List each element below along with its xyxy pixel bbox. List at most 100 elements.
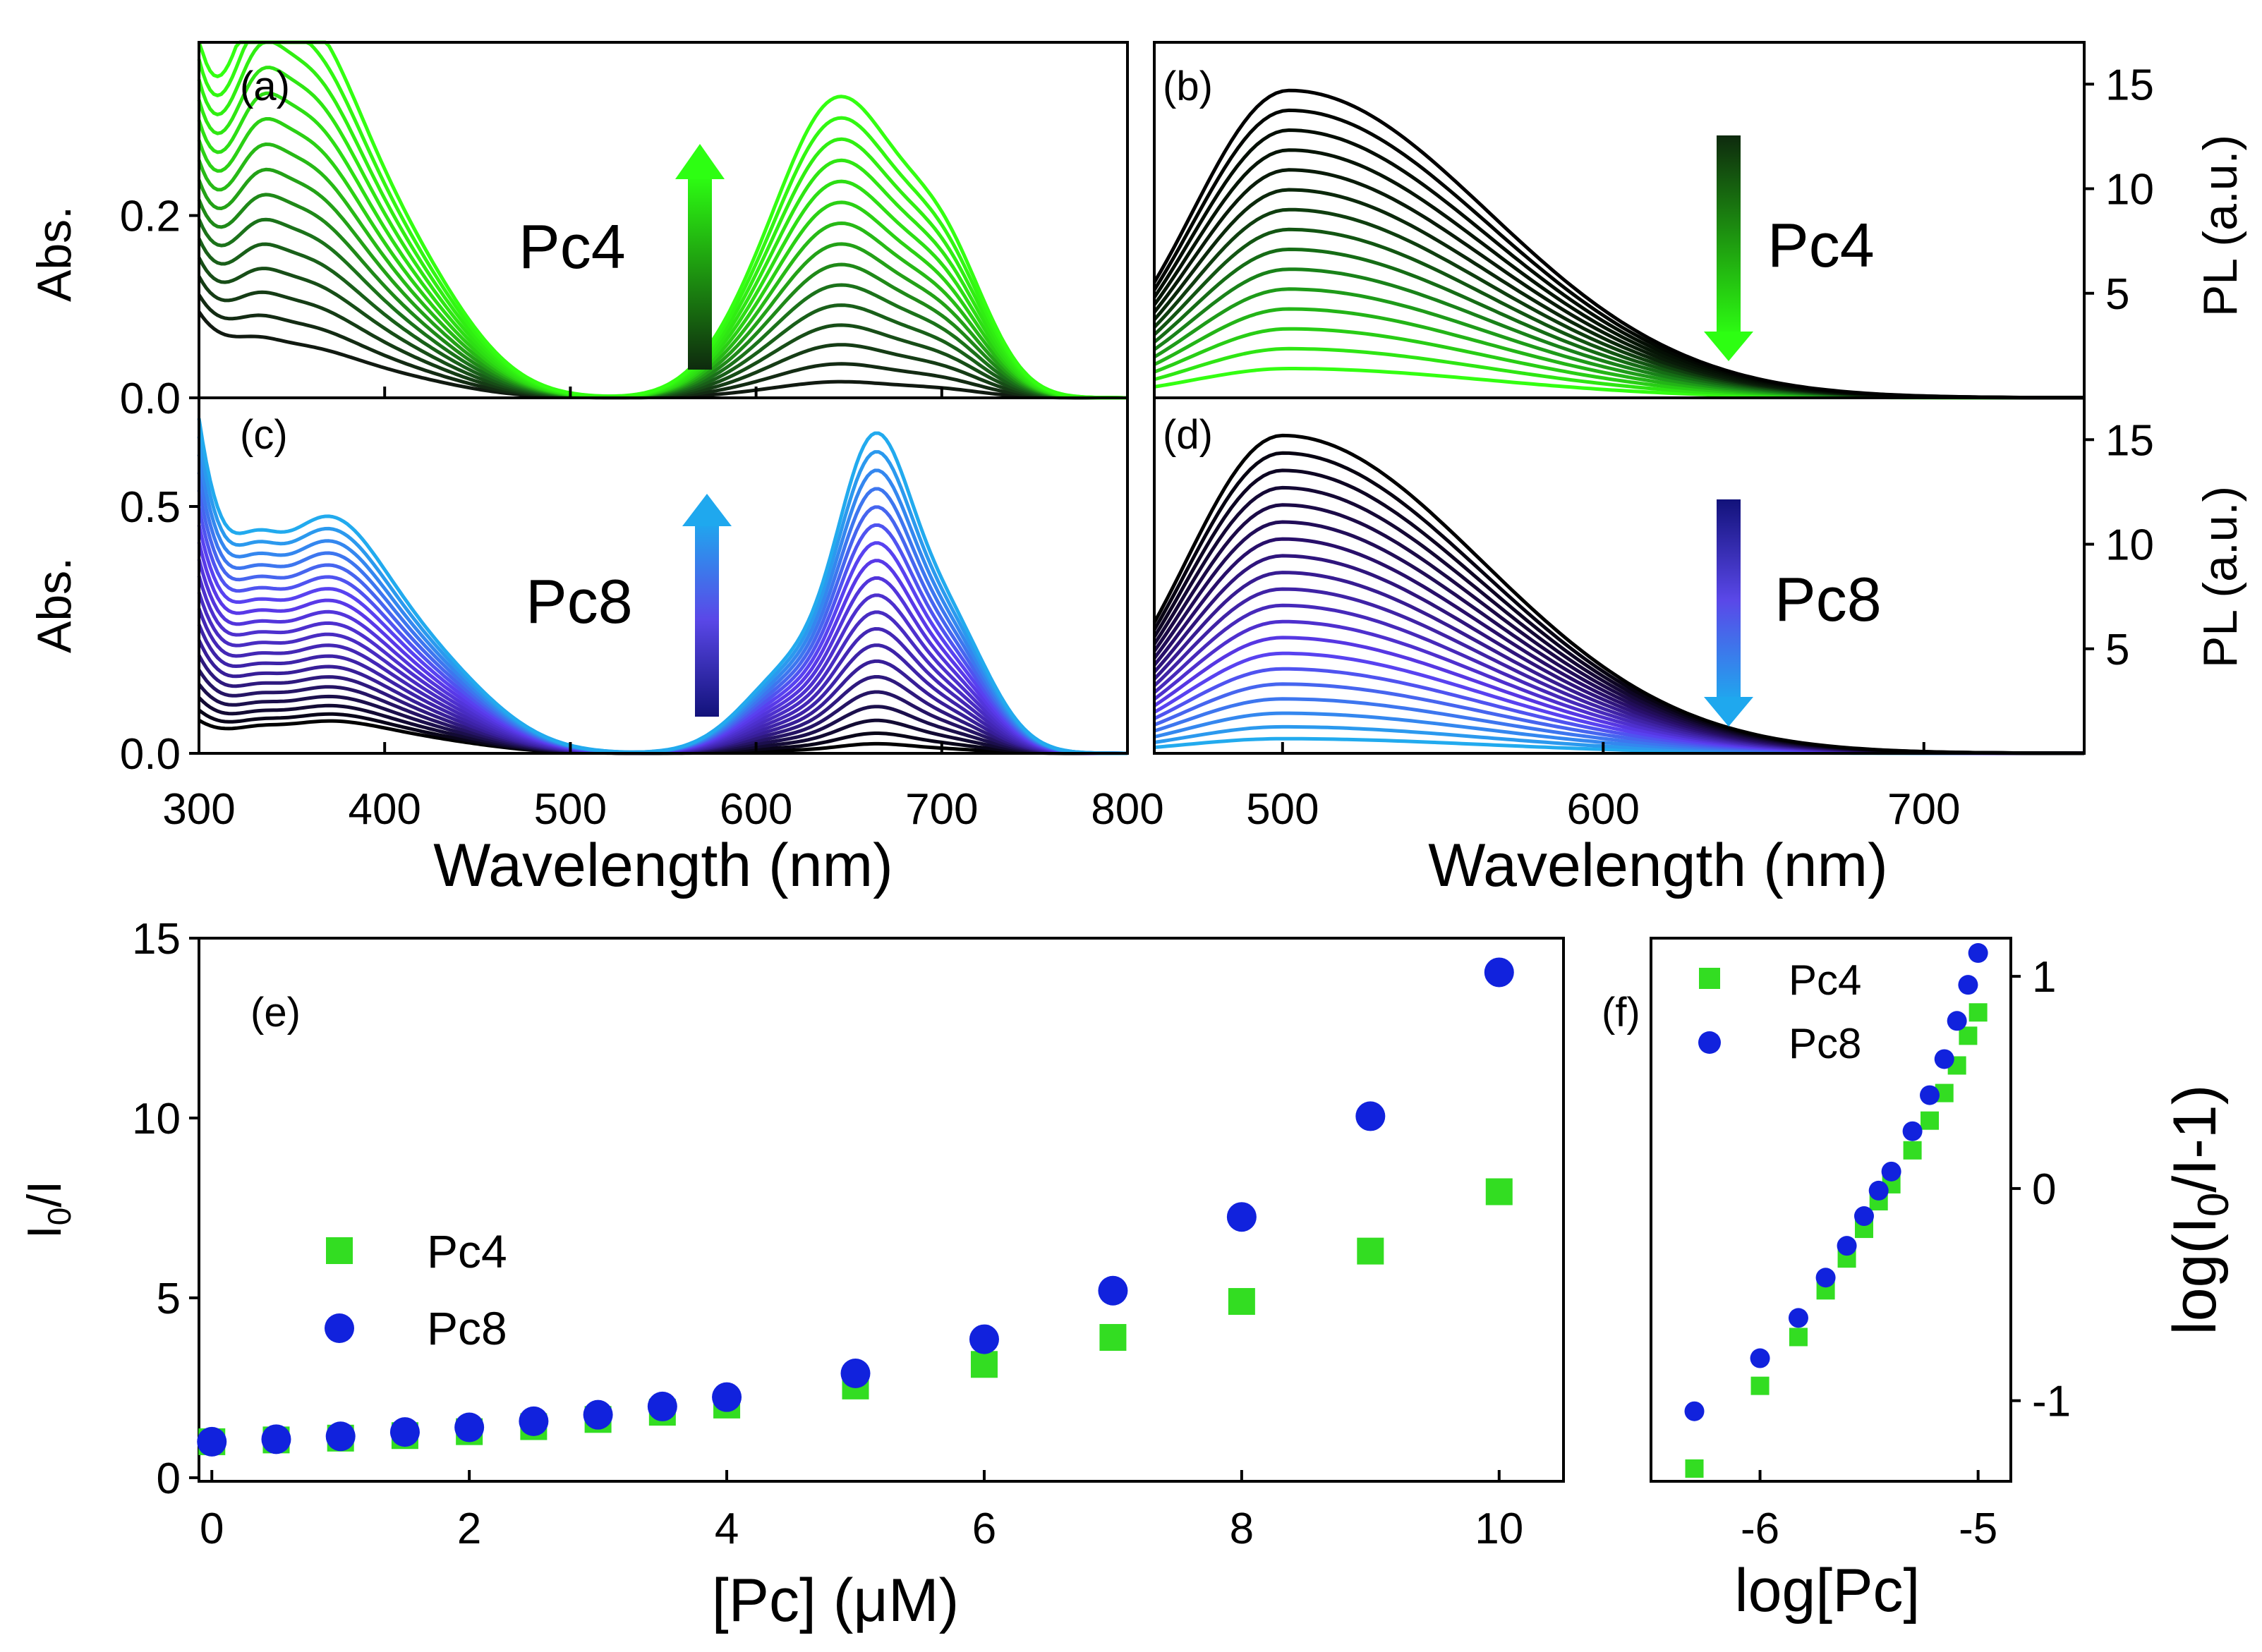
panel-a-up-arrow	[675, 144, 725, 370]
panel-d-curve-19	[1152, 451, 2084, 755]
panel-e-pc4-point-10	[970, 1351, 998, 1378]
legend-pc4-label: Pc4	[427, 1225, 507, 1277]
panel-b-ytick-label-1: 10	[2105, 166, 2154, 214]
panel-c-xtick-label-4: 700	[905, 785, 978, 834]
panel-f-pc8-point-7	[1881, 1161, 1901, 1182]
panel-f-log-plot: -6 -5 -1 0 1 (f) Pc4 Pc8 log[Pc] log(I0/I-1)	[1602, 937, 2238, 1624]
panel-c-label: (c)	[240, 412, 288, 458]
panel-e-pc8-point-8	[712, 1382, 742, 1412]
panel-e-ytick-label-3: 15	[132, 915, 181, 964]
panel-e-xtick-label-2: 4	[715, 1505, 739, 1553]
panel-a-absorbance-pc4: 0.0 0.2 (a) Pc4 Abs.	[28, 40, 1129, 423]
panel-d-xtick-label-2: 700	[1887, 785, 1960, 834]
panel-b-curve-1	[1154, 367, 2084, 400]
panel-e-quenching-ratio: 0 2 4 6 8 10 0 5 10 15 (e) Pc4 Pc8 I0/I [Pc] (μM)	[18, 915, 1565, 1634]
panel-e-ytick-label-2: 10	[132, 1095, 181, 1143]
panel-d-ticks: 500 600 700 5 10 15	[1246, 416, 2154, 834]
legend-pc8-marker	[325, 1313, 354, 1343]
panel-f-pc8-point-0	[1684, 1401, 1705, 1421]
legend-pc4-marker	[326, 1237, 353, 1264]
panel-e-pc8-point-10	[969, 1324, 999, 1354]
panel-e-xtick-label-5: 10	[1475, 1505, 1523, 1553]
panel-a-ytick-label-1: 0.2	[120, 193, 181, 241]
panel-e-pc8-point-1	[261, 1424, 291, 1454]
panel-f-pc8-point-10	[1934, 1049, 1954, 1069]
legend-f-pc8-label: Pc8	[1789, 1020, 1861, 1067]
panel-f-pc8-point-12	[1958, 975, 1978, 995]
panel-f-pc8-point-13	[1968, 943, 1988, 964]
panel-e-pc4-point-11	[1099, 1324, 1127, 1352]
panel-d-label: (d)	[1163, 412, 1213, 458]
panel-e-pc8-point-13	[1355, 1101, 1386, 1131]
panel-b-curves	[1152, 88, 2085, 400]
panel-a-annotation: Pc4	[519, 212, 626, 281]
panel-e-xtick-label-0: 0	[200, 1505, 224, 1553]
panel-e-pc8-point-6	[583, 1399, 613, 1430]
panel-d-curve-20	[1152, 433, 2085, 755]
panel-d-pl-pc8: 500 600 700 5 10 15 (d) Pc8 PL (a.u.) Wavelen…	[1152, 396, 2247, 899]
panel-f-pc8-point-4	[1837, 1236, 1857, 1256]
panel-c-ytick-label-1: 0.5	[120, 483, 181, 532]
panel-e-legend: Pc4 Pc8	[325, 1225, 507, 1354]
panel-e-ylabel: I0/I	[18, 1181, 78, 1239]
panel-d-frame	[1153, 396, 2086, 755]
legend-pc8-label: Pc8	[427, 1302, 507, 1354]
panel-e-pc8-point-0	[197, 1426, 227, 1457]
panel-d-curves	[1152, 433, 2085, 755]
panel-e-pc8-point-14	[1484, 957, 1514, 988]
panel-f-pc4-point-12	[1959, 1026, 1978, 1045]
panel-f-pc4-point-8	[1903, 1141, 1922, 1160]
panel-a-ylabel: Abs.	[28, 206, 81, 302]
panel-f-pc4-point-13	[1968, 1003, 1988, 1022]
panel-c-curve-20	[197, 418, 1127, 755]
panel-e-pc8-point-12	[1226, 1202, 1257, 1232]
panel-b-annotation: Pc4	[1767, 210, 1875, 280]
panel-c-curves	[197, 418, 1127, 755]
panel-a-ytick-label-0: 0.0	[120, 375, 181, 423]
panel-d-xtick-label-0: 500	[1246, 785, 1319, 834]
panel-c-up-arrow	[682, 494, 732, 717]
panel-f-pc8-point-5	[1853, 1206, 1874, 1227]
panel-c-absorbance-pc8: 300 400 500 600 700 800 0.0 0.5 (c) Pc8 Abs. Wa…	[28, 396, 1164, 899]
legend-f-pc8-marker	[1698, 1031, 1721, 1054]
panel-d-ylabel: PL (a.u.)	[2194, 486, 2247, 668]
panel-c-ytick-label-0: 0.0	[120, 730, 181, 779]
panel-f-pc8-point-6	[1868, 1180, 1889, 1201]
panel-f-pc4-point-0	[1685, 1459, 1704, 1478]
panel-c-xtick-label-3: 600	[720, 785, 792, 834]
panel-a-label: (a)	[240, 63, 290, 109]
panel-c-ticks: 300 400 500 600 700 800 0.0 0.5	[120, 483, 1164, 834]
panel-f-pc8-point-8	[1902, 1121, 1923, 1141]
panel-d-ytick-label-0: 5	[2105, 626, 2129, 674]
panel-b-ytick-label-0: 5	[2105, 270, 2129, 319]
panel-f-legend: Pc4 Pc8	[1698, 956, 1861, 1067]
panel-c-frame	[198, 396, 1129, 755]
panel-c-ylabel: Abs.	[28, 557, 81, 653]
panel-f-pc4-point-1	[1750, 1376, 1770, 1395]
panel-b-ylabel: PL (a.u.)	[2194, 135, 2247, 317]
panel-f-pc4-point-2	[1789, 1328, 1808, 1347]
panel-e-ytick-label-0: 0	[157, 1454, 181, 1503]
panel-f-pc8-point-1	[1750, 1348, 1770, 1368]
panel-f-pc8-point-11	[1947, 1011, 1967, 1031]
panel-e-xtick-label-3: 6	[972, 1505, 996, 1553]
panel-e-pc8-point-3	[389, 1417, 420, 1447]
panel-e-pc8-point-4	[454, 1412, 485, 1443]
panel-f-xlabel: log[Pc]	[1735, 1557, 1921, 1624]
panel-f-xtick-label-0: -6	[1741, 1505, 1779, 1553]
legend-f-pc4-label: Pc4	[1789, 956, 1861, 1004]
panel-b-label: (b)	[1163, 63, 1213, 109]
panel-b-curve-11	[1153, 168, 2084, 400]
panel-e-pc4-point-13	[1357, 1237, 1384, 1265]
panel-f-ylabel: log(I0/I-1)	[2161, 1085, 2238, 1335]
panel-f-ticks: -6 -5 -1 0 1	[1741, 953, 2071, 1553]
panel-f-pc4-point-9	[1921, 1111, 1940, 1130]
panel-e-xtick-label-1: 2	[457, 1505, 481, 1553]
panel-e-pc4-point-14	[1485, 1178, 1513, 1205]
panel-a-curve-10	[197, 117, 1127, 400]
panel-ac-xlabel: Wavelength (nm)	[433, 832, 893, 899]
panel-e-ticks: 0 2 4 6 8 10 0 5 10 15	[132, 915, 1523, 1553]
panel-b-curve-15	[1152, 88, 2085, 400]
panel-b-ytick-label-2: 15	[2105, 61, 2154, 109]
panel-e-pc8-point-7	[647, 1391, 677, 1421]
